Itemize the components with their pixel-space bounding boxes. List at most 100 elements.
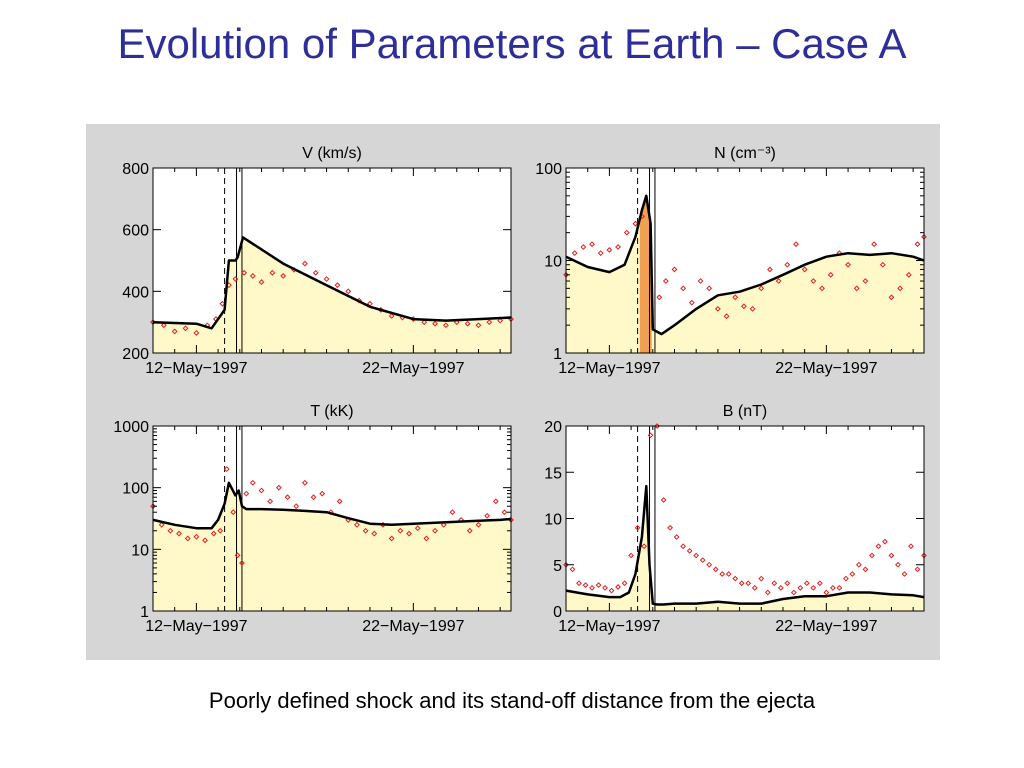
- y-tick-label: 10: [544, 512, 562, 529]
- observed-point: [432, 320, 438, 327]
- observed-point: [741, 303, 747, 310]
- y-tick-label: 10: [544, 254, 562, 271]
- observed-point: [879, 261, 886, 268]
- x-tick-label: 22−May−1997: [362, 618, 464, 635]
- plot-frame: [152, 425, 512, 612]
- observed-point: [662, 278, 669, 284]
- observed-point: [875, 543, 882, 550]
- observed-point: [312, 269, 319, 276]
- observed-point: [719, 571, 726, 577]
- observed-point: [714, 305, 721, 312]
- observed-point: [371, 530, 378, 537]
- observed-point: [823, 589, 830, 596]
- observed-point: [667, 524, 674, 531]
- figure-panel: 800 600 400 200 12−May−1997 22−May−1997 V (km/…: [86, 124, 940, 660]
- observed-point: [421, 319, 428, 326]
- panel-title: N (cm⁻³): [714, 145, 776, 162]
- observed-point: [580, 244, 587, 250]
- observed-point: [217, 527, 224, 534]
- observed-point: [680, 543, 687, 550]
- model-line: [152, 481, 512, 530]
- observed-point: [319, 490, 326, 497]
- observed-point: [501, 509, 508, 516]
- observed-point: [323, 276, 330, 282]
- observed-point: [571, 250, 578, 257]
- observed-point: [184, 535, 191, 542]
- observed-point: [267, 498, 274, 505]
- observed-point: [202, 537, 208, 544]
- observed-point: [862, 278, 869, 284]
- observed-point: [249, 273, 256, 279]
- observed-point: [801, 266, 808, 273]
- y-tick-label: 10: [131, 542, 149, 559]
- observed-point: [432, 527, 438, 534]
- observed-point: [334, 282, 341, 289]
- observed-point: [354, 521, 360, 528]
- observed-point: [908, 543, 914, 550]
- observed-point: [160, 322, 167, 329]
- observed-point: [230, 509, 237, 516]
- y-tick-label: 100: [122, 481, 149, 498]
- model-line: [565, 484, 925, 606]
- observed-point: [589, 241, 595, 248]
- observed-point: [660, 497, 667, 503]
- x-tick-label: 12−May−1997: [145, 360, 247, 377]
- observed-point: [686, 547, 693, 554]
- observed-point: [453, 319, 460, 326]
- observed-point: [767, 266, 773, 273]
- observed-point: [771, 580, 778, 587]
- observed-point: [856, 561, 862, 568]
- observed-point: [697, 278, 704, 284]
- observed-point: [269, 269, 276, 276]
- observed-point: [732, 294, 739, 301]
- model-area-fill: [566, 486, 924, 611]
- observed-point: [712, 566, 719, 573]
- observed-point: [803, 580, 810, 587]
- observed-point: [423, 535, 430, 542]
- observed-point: [914, 241, 921, 248]
- observed-point: [608, 587, 615, 594]
- observed-point: [888, 552, 895, 559]
- observed-point: [738, 580, 745, 587]
- observed-point: [888, 294, 895, 301]
- observed-point: [827, 271, 834, 278]
- slide-caption: Poorly defined shock and its stand-off d…: [208, 688, 816, 713]
- observed-point: [484, 512, 491, 519]
- observed-point: [862, 566, 869, 573]
- observed-point: [853, 285, 860, 292]
- observed-point: [258, 279, 265, 285]
- y-tick-label: 1000: [113, 419, 149, 436]
- observed-point: [745, 580, 752, 587]
- observed-point: [688, 299, 695, 306]
- observed-point: [182, 325, 189, 332]
- observed-point: [842, 575, 849, 582]
- observed-point: [241, 269, 248, 276]
- observed-point: [749, 305, 756, 312]
- observed-point: [388, 535, 395, 542]
- observed-point: [901, 571, 908, 577]
- observed-point: [464, 320, 471, 327]
- observed-point: [345, 288, 352, 295]
- x-tick-label: 12−May−1997: [145, 618, 247, 635]
- observed-point: [623, 229, 630, 236]
- observed-point: [492, 498, 499, 505]
- observed-point: [239, 560, 245, 566]
- observed-point: [449, 509, 456, 516]
- observed-point: [406, 530, 412, 537]
- observed-point: [158, 521, 165, 528]
- y-tick-label: 1: [140, 604, 149, 621]
- observed-point: [280, 273, 287, 279]
- observed-point: [582, 582, 589, 589]
- observed-point: [784, 580, 791, 587]
- y-tick-label: 800: [122, 161, 149, 178]
- observed-point: [234, 552, 241, 559]
- observed-point: [171, 328, 178, 335]
- observed-point: [656, 294, 663, 301]
- observed-point: [871, 241, 878, 248]
- observed-point: [310, 494, 317, 501]
- y-tick-label: 15: [544, 465, 562, 482]
- observed-point: [797, 584, 804, 591]
- y-tick-label: 20: [544, 419, 562, 436]
- observed-point: [764, 589, 771, 596]
